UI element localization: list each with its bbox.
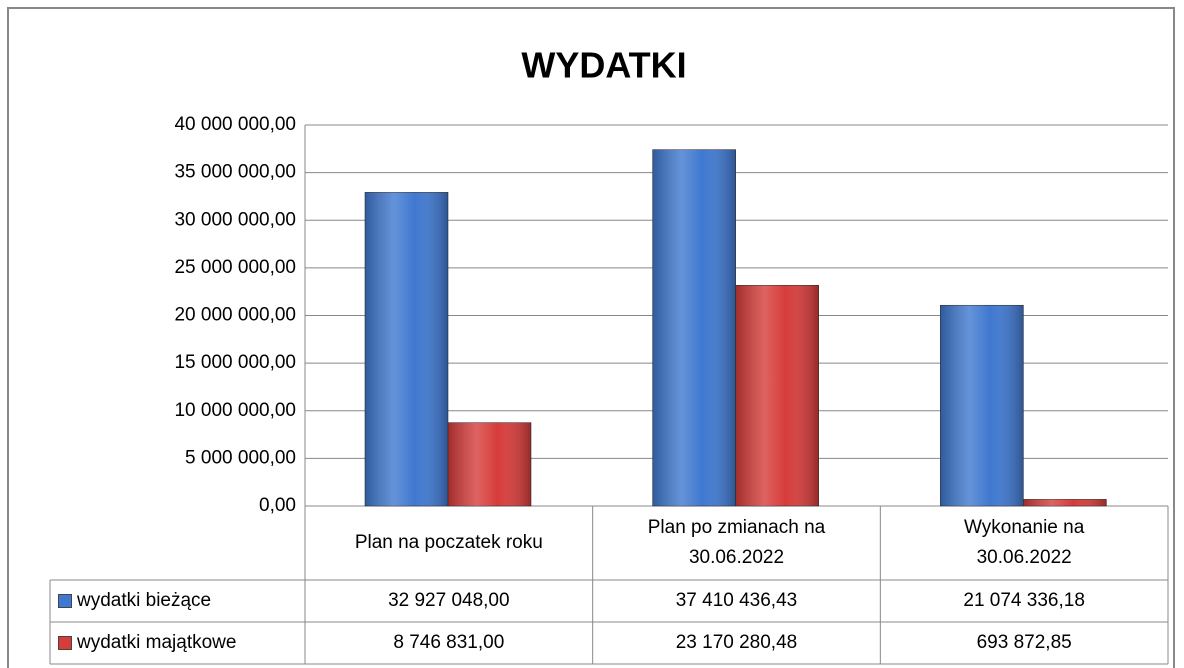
x-tick-label: Plan po zmianach na 30.06.2022 <box>647 517 826 568</box>
legend-label: wydatki bieżące <box>77 590 212 611</box>
legend-entry: wydatki bieżące <box>50 580 305 622</box>
x-tick-label: Plan na poczatek roku <box>354 532 543 553</box>
bar-shading <box>1023 499 1107 506</box>
bar-shading <box>448 422 531 506</box>
table-value: 23 170 280,48 <box>675 632 798 653</box>
table-value: 8 746 831,00 <box>393 632 505 653</box>
legend-key <box>58 594 72 608</box>
bar-shading <box>735 285 819 506</box>
y-tick-label: 35 000 000,00 <box>174 162 296 183</box>
y-tick-label: 10 000 000,00 <box>174 400 296 421</box>
y-tick-label: 15 000 000,00 <box>174 352 296 373</box>
x-tick-label: Wykonanie na 30.06.2022 <box>964 517 1085 568</box>
table-value: 21 074 336,18 <box>963 590 1085 611</box>
y-tick-label: 5 000 000,00 <box>185 447 296 468</box>
y-tick-label: 40 000 000,00 <box>174 114 296 135</box>
table-value: 32 927 048,00 <box>388 590 510 611</box>
table-value: 37 410 436,43 <box>675 590 798 611</box>
y-tick-label: 0,00 <box>259 495 296 516</box>
bar-shading <box>940 305 1024 506</box>
y-tick-label: 30 000 000,00 <box>174 209 296 230</box>
y-tick-label: 20 000 000,00 <box>174 305 296 326</box>
legend-key <box>58 636 72 650</box>
legend-entry: wydatki majątkowe <box>50 622 305 664</box>
table-value: 693 872,85 <box>976 632 1072 653</box>
y-tick-label: 25 000 000,00 <box>174 257 296 278</box>
bar-shading <box>365 192 448 506</box>
legend-label: wydatki majątkowe <box>77 632 237 653</box>
chart-title: WYDATKI <box>521 45 686 86</box>
bar-shading <box>652 149 736 506</box>
